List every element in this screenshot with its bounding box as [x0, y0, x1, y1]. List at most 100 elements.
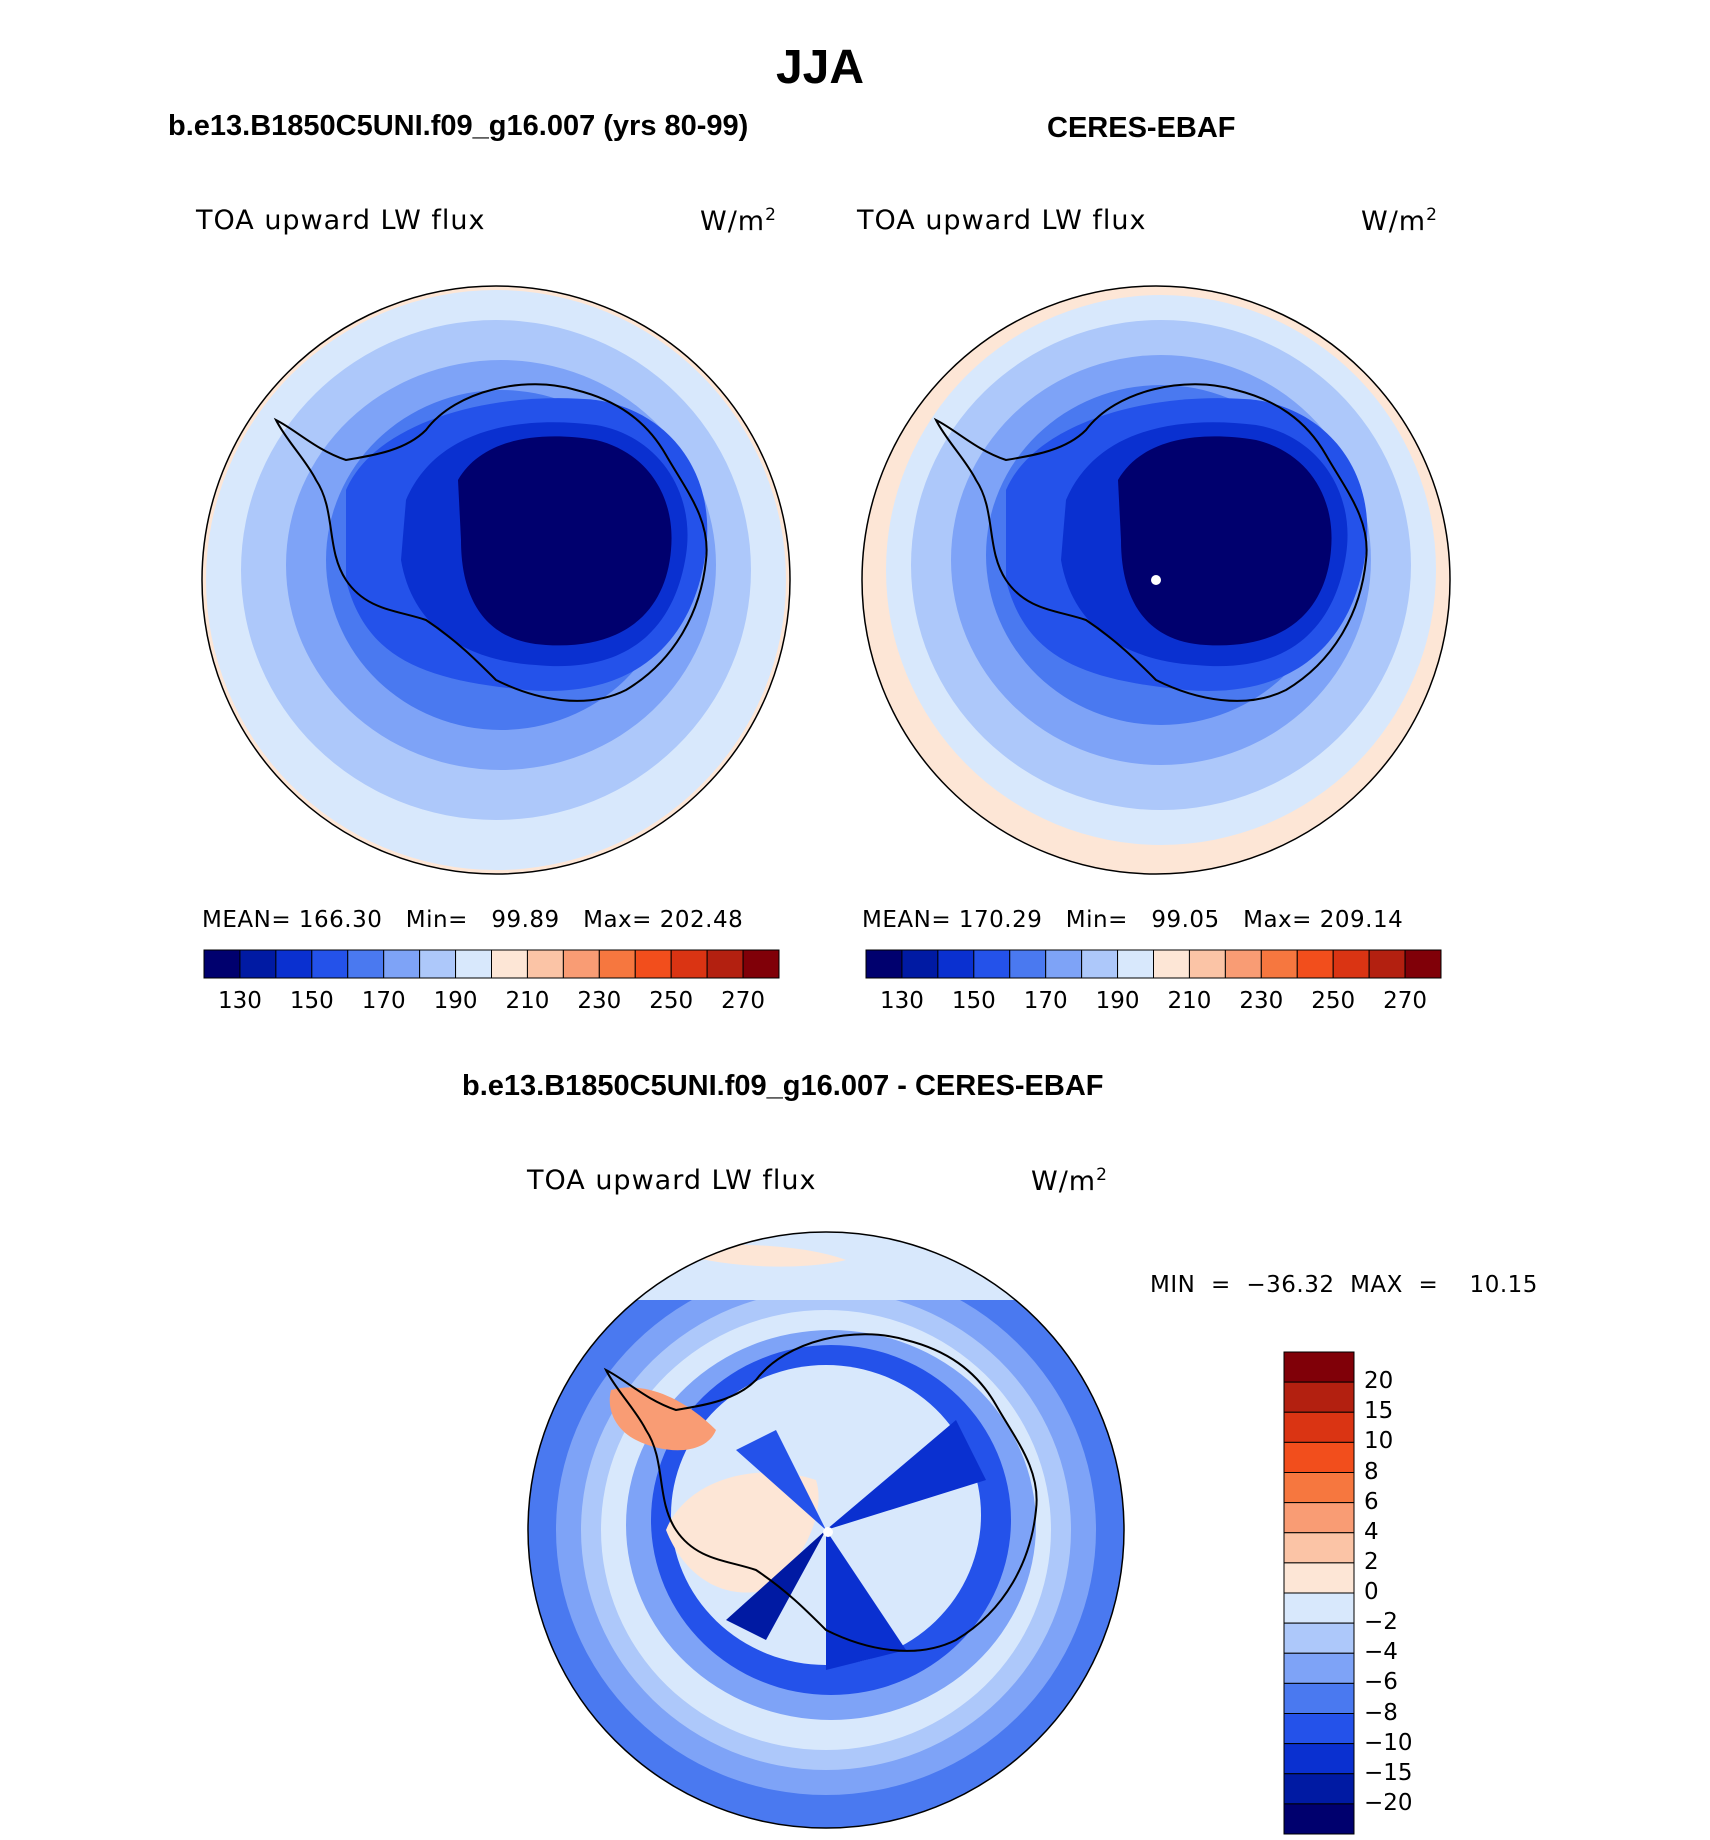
diff-units-label: W/m2: [1031, 1165, 1108, 1197]
cold-sector: [736, 1430, 826, 1530]
colorbar-swatch: [865, 949, 903, 979]
colorbar-tick-label: 190: [433, 988, 478, 1014]
colorbar-swatch: [1283, 1502, 1355, 1534]
colorbar-swatch: [706, 949, 744, 979]
diff-panel-title: b.e13.B1850C5UNI.f09_g16.007 - CERES-EBA…: [462, 1070, 1104, 1102]
colorbar-swatch: [239, 949, 277, 979]
right-polar-map: [861, 285, 1451, 875]
right-panel-title: CERES-EBAF: [1047, 112, 1236, 144]
colorbar-swatch: [1283, 1682, 1355, 1714]
antarctica-coastline: [273, 383, 708, 702]
season-title: JJA: [775, 41, 865, 94]
colorbar-swatch: [1224, 949, 1262, 979]
right-units-label: W/m2: [1361, 205, 1438, 237]
colorbar-tick-label: 20: [1364, 1368, 1394, 1395]
diff-colorbar-labels: 20 15 10 8 6 4 2 0 −2 −4 −6 −8 −10 −15 −20: [1364, 1352, 1444, 1834]
colorbar-tick-label: 270: [1383, 988, 1428, 1014]
colorbar-swatch: [1283, 1592, 1355, 1624]
colorbar-swatch: [562, 949, 600, 979]
colorbar-tick-label: −6: [1364, 1669, 1398, 1696]
colorbar-tick-label: 170: [361, 988, 406, 1014]
colorbar-tick-label: −20: [1364, 1789, 1413, 1816]
colorbar-swatch: [526, 949, 564, 979]
colorbar-tick-label: −15: [1364, 1759, 1413, 1786]
colorbar-tick-label: 150: [951, 988, 996, 1014]
contour-120: [1118, 436, 1332, 646]
colorbar-swatch: [1283, 1411, 1355, 1443]
colorbar-tick-label: −4: [1364, 1639, 1398, 1666]
colorbar-tick-label: 190: [1095, 988, 1140, 1014]
colorbar-swatch: [937, 949, 975, 979]
colorbar-tick-label: 230: [577, 988, 622, 1014]
colorbar-swatch: [455, 949, 492, 979]
colorbar-swatch: [347, 949, 385, 979]
left-variable-label: TOA upward LW flux: [196, 205, 486, 236]
colorbar-swatch: [1188, 949, 1226, 979]
colorbar-swatch: [973, 949, 1011, 979]
pole-marker: [1151, 575, 1161, 585]
colorbar-tick-label: 250: [1311, 988, 1356, 1014]
cold-sector: [826, 1530, 906, 1670]
colorbar-swatch: [1368, 949, 1406, 979]
colorbar-swatch: [1283, 1381, 1355, 1413]
colorbar-swatch: [670, 949, 708, 979]
colorbar-tick-label: 230: [1239, 988, 1284, 1014]
right-colorbar-labels: 130 150 170 190 210 230 250 270: [866, 988, 1441, 1018]
left-colorbar-labels: 130 150 170 190 210 230 250 270: [204, 988, 779, 1018]
right-stats: MEAN= 170.29 Min= 99.05 Max= 209.14: [862, 907, 1404, 933]
colorbar-tick-label: 170: [1023, 988, 1068, 1014]
colorbar-tick-label: 15: [1364, 1398, 1394, 1425]
antarctica-coastline: [933, 383, 1368, 702]
colorbar-swatch: [598, 949, 636, 979]
colorbar-swatch: [275, 949, 313, 979]
pole-marker: [823, 1527, 833, 1537]
colorbar-tick-label: 210: [505, 988, 550, 1014]
colorbar-swatch: [1283, 1562, 1355, 1594]
colorbar-swatch: [1009, 949, 1047, 979]
colorbar-swatch: [1283, 1472, 1355, 1504]
warm-anomaly: [666, 1472, 819, 1593]
colorbar-tick-label: 210: [1167, 988, 1212, 1014]
colorbar-tick-label: 2: [1364, 1548, 1379, 1575]
colorbar-swatch: [1283, 1441, 1355, 1473]
colorbar-swatch: [1045, 949, 1083, 979]
left-stats: MEAN= 166.30 Min= 99.89 Max= 202.48: [202, 907, 744, 933]
colorbar-tick-label: 130: [879, 988, 924, 1014]
colorbar-tick-label: −2: [1364, 1609, 1398, 1636]
colorbar-swatch: [1283, 1713, 1355, 1745]
colorbar-swatch: [1153, 949, 1190, 979]
colorbar-tick-label: 6: [1364, 1488, 1379, 1515]
colorbar-swatch: [383, 949, 421, 979]
diff-variable-label: TOA upward LW flux: [527, 1165, 817, 1196]
colorbar-tick-label: 130: [217, 988, 262, 1014]
warm-peninsula: [609, 1387, 716, 1451]
diff-polar-map: [527, 1231, 1125, 1829]
colorbar-tick-label: −10: [1364, 1729, 1413, 1756]
colorbar-tick-label: −8: [1364, 1699, 1398, 1726]
colorbar-swatch: [634, 949, 672, 979]
colorbar-swatch: [1283, 1743, 1355, 1775]
colorbar-tick-label: 250: [649, 988, 694, 1014]
colorbar-tick-label: 150: [289, 988, 334, 1014]
left-colorbar: [203, 949, 780, 979]
colorbar-swatch: [1117, 949, 1154, 979]
colorbar-swatch: [1283, 1803, 1355, 1835]
colorbar-swatch: [311, 949, 349, 979]
colorbar-tick-label: 10: [1364, 1428, 1394, 1455]
cold-sector: [826, 1420, 986, 1530]
colorbar-tick-label: 270: [721, 988, 766, 1014]
antarctica-coastline: [603, 1333, 1038, 1652]
diff-colorbar: [1283, 1351, 1355, 1835]
left-panel-title: b.e13.B1850C5UNI.f09_g16.007 (yrs 80-99): [168, 110, 749, 142]
colorbar-swatch: [1081, 949, 1119, 979]
colorbar-swatch: [419, 949, 457, 979]
right-variable-label: TOA upward LW flux: [857, 205, 1147, 236]
left-units-label: W/m2: [700, 205, 777, 237]
colorbar-swatch: [1296, 949, 1334, 979]
colorbar-tick-label: 4: [1364, 1518, 1379, 1545]
colorbar-swatch: [1283, 1351, 1355, 1383]
right-colorbar: [865, 949, 1442, 979]
colorbar-swatch: [203, 949, 241, 979]
colorbar-swatch: [742, 949, 780, 979]
colorbar-swatch: [491, 949, 528, 979]
